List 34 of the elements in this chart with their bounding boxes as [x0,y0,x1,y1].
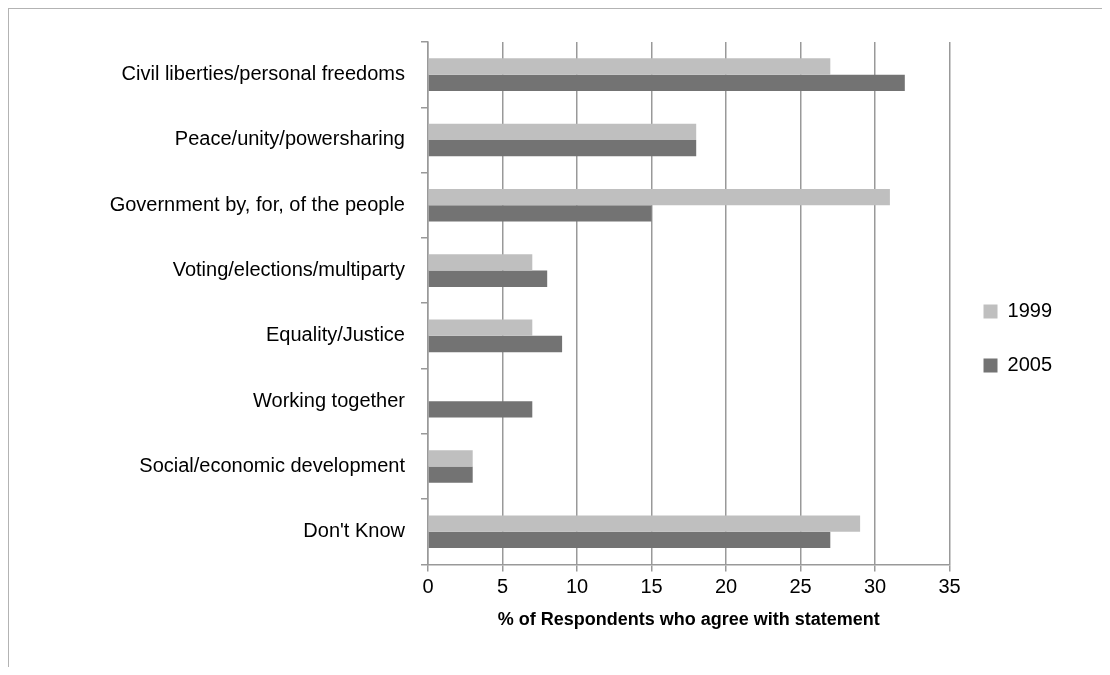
bar [428,450,473,467]
y-tick-label: Don't Know [303,519,406,542]
y-tick-label: Equality/Justice [266,323,405,346]
bar [428,205,652,222]
bar [428,515,861,532]
bar [428,188,890,206]
legend-label: 2005 [1007,353,1053,376]
y-tick-label: Civil liberties/personal freedoms [121,62,405,85]
x-tick-label: 5 [496,574,509,597]
bar [428,531,831,549]
bar [428,123,697,140]
y-tick-label: Social/economic development [139,453,406,476]
bar [428,401,533,418]
x-tick-label: 0 [422,574,434,597]
bar [428,466,473,483]
legend-label: 1999 [1007,299,1053,322]
y-tick-label: Working together [253,388,406,411]
y-tick-label: Voting/elections/multiparty [172,258,405,281]
bar [428,58,831,75]
y-tick-label: Government by, for, of the people [109,192,405,215]
bar [428,270,548,287]
bar [428,139,697,157]
x-tick-label: 20 [714,574,738,597]
x-axis-title: % of Respondents who agree with statement [497,609,880,630]
x-tick-label: 10 [565,574,589,597]
x-tick-label: 15 [640,574,663,597]
x-tick-label: 30 [863,574,887,597]
y-tick-label: Peace/unity/powersharing [174,127,405,150]
bar [428,335,563,353]
bar [428,254,533,271]
bar [428,319,533,336]
x-tick-label: 25 [789,574,812,597]
bar [428,74,905,91]
x-tick-label: 35 [938,574,961,597]
